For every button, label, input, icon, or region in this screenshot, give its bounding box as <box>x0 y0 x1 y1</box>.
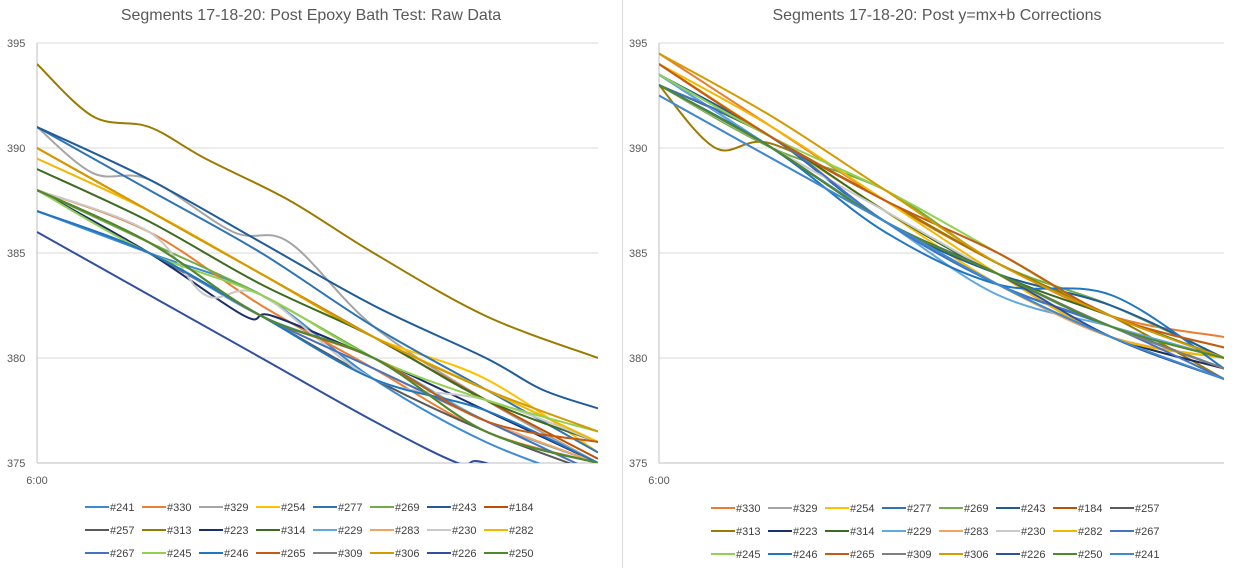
x-tick-label: 6:00 <box>26 475 47 487</box>
legend-label: #184 <box>1078 503 1102 515</box>
series-line-254 <box>37 147 598 454</box>
legend-label: #243 <box>1021 503 1045 515</box>
legend-label: #277 <box>907 503 931 515</box>
legend-label: #246 <box>224 548 248 560</box>
y-tick-label: 390 <box>629 143 647 155</box>
series-line-241 <box>659 94 1224 380</box>
y-tick-label: 385 <box>629 248 647 260</box>
legend-label: #283 <box>395 525 419 537</box>
legend-label: #254 <box>850 503 874 515</box>
legend-label: #250 <box>509 548 533 560</box>
series-line-306 <box>659 52 1224 359</box>
series-line-250 <box>659 84 1224 359</box>
series-line-245 <box>37 189 598 433</box>
legend-label: #265 <box>850 549 874 561</box>
y-tick-label: 390 <box>7 143 25 155</box>
legend-label: #223 <box>224 525 248 537</box>
series-line-306 <box>37 147 598 433</box>
legend-label: #313 <box>167 525 191 537</box>
legend-label: #330 <box>736 503 760 515</box>
legend-label: #309 <box>907 549 931 561</box>
chart-title: Segments 17-18-20: Post y=mx+b Correctio… <box>772 7 1101 24</box>
legend-label: #257 <box>110 525 134 537</box>
legend-label: #243 <box>452 502 476 514</box>
legend-label: #329 <box>224 502 248 514</box>
y-tick-label: 375 <box>7 458 25 470</box>
legend-label: #329 <box>793 503 817 515</box>
series-line-250 <box>37 189 598 463</box>
legend-label: #309 <box>338 548 362 560</box>
series-line-257 <box>37 189 572 463</box>
legend-label: #226 <box>452 548 476 560</box>
legend-label: #229 <box>338 525 362 537</box>
legend-label: #246 <box>793 549 817 561</box>
legend-label: #223 <box>793 526 817 538</box>
series-group <box>659 52 1224 380</box>
y-tick-label: 380 <box>7 353 25 365</box>
legend-label: #306 <box>964 549 988 561</box>
legend-label: #314 <box>850 526 874 538</box>
y-tick-label: 385 <box>7 248 25 260</box>
legend-label: #230 <box>452 525 476 537</box>
legend-label: #277 <box>338 502 362 514</box>
series-group <box>37 63 598 463</box>
y-tick-label: 395 <box>7 38 25 50</box>
series-line-265 <box>659 63 1224 349</box>
series-line-330 <box>659 52 1224 338</box>
series-line-267 <box>37 210 578 463</box>
legend-label: #306 <box>395 548 419 560</box>
chart-left: Segments 17-18-20: Post Epoxy Bath Test:… <box>7 7 598 560</box>
legend-label: #250 <box>1078 549 1102 561</box>
chart-divider <box>622 0 623 568</box>
series-line-226 <box>37 231 490 463</box>
chart-title: Segments 17-18-20: Post Epoxy Bath Test:… <box>121 7 501 24</box>
legend-label: #267 <box>1135 526 1159 538</box>
series-line-245 <box>659 73 1224 349</box>
legend-label: #230 <box>1021 526 1045 538</box>
x-tick-label: 6:00 <box>648 475 669 487</box>
legend-label: #313 <box>736 526 760 538</box>
legend-label: #269 <box>395 502 419 514</box>
legend-label: #330 <box>167 502 191 514</box>
y-tick-label: 380 <box>629 353 647 365</box>
legend-label: #282 <box>1078 526 1102 538</box>
legend-label: #241 <box>1135 549 1159 561</box>
legend-label: #282 <box>509 525 533 537</box>
legend-label: #265 <box>281 548 305 560</box>
series-line-277 <box>37 126 598 454</box>
legend-label: #229 <box>907 526 931 538</box>
chart-right: Segments 17-18-20: Post y=mx+b Correctio… <box>629 7 1224 561</box>
legend-label: #184 <box>509 502 533 514</box>
legend-label: #226 <box>1021 549 1045 561</box>
series-line-246 <box>37 210 598 463</box>
legend-label: #254 <box>281 502 305 514</box>
series-line-282 <box>37 157 598 443</box>
legend-label: #267 <box>110 548 134 560</box>
series-line-313 <box>37 63 598 359</box>
y-tick-label: 375 <box>629 458 647 470</box>
series-line-243 <box>37 126 598 410</box>
legend-label: #241 <box>110 502 134 514</box>
legend-label: #245 <box>736 549 760 561</box>
y-tick-label: 395 <box>629 38 647 50</box>
legend-label: #269 <box>964 503 988 515</box>
series-line-229 <box>659 73 1224 359</box>
legend-label: #245 <box>167 548 191 560</box>
legend-label: #314 <box>281 525 305 537</box>
legend-label: #257 <box>1135 503 1159 515</box>
series-line-243 <box>659 73 1224 359</box>
legend-label: #283 <box>964 526 988 538</box>
